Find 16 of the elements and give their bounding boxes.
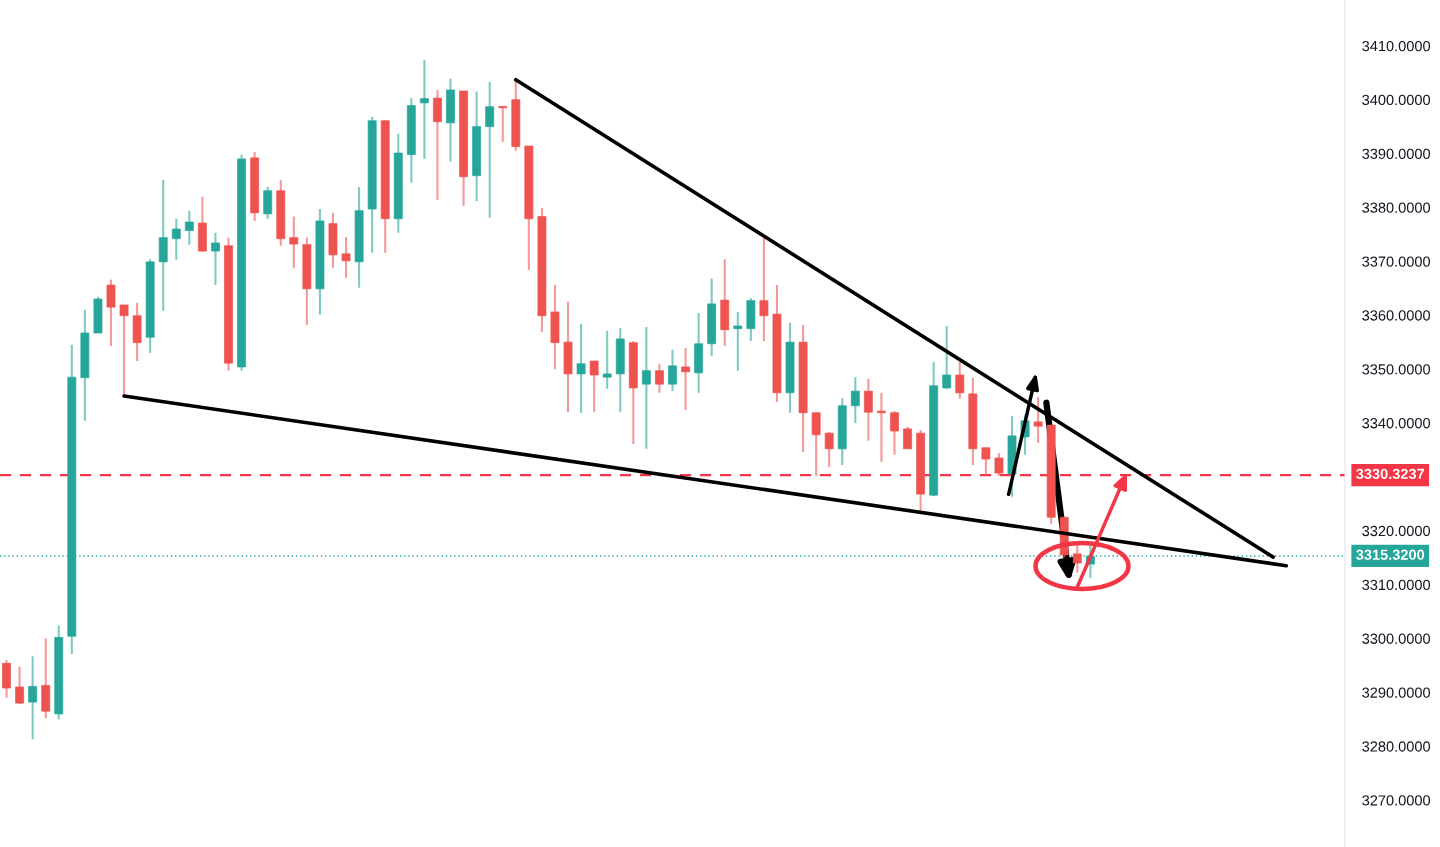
y-tick-label: 3280.0000 xyxy=(1362,741,1431,752)
y-tick-label: 3350.0000 xyxy=(1362,364,1431,375)
ref-line-label: 3330.3237 xyxy=(1356,468,1425,480)
y-tick-label: 3390.0000 xyxy=(1362,148,1431,159)
y-tick-label: 3340.0000 xyxy=(1362,418,1431,429)
y-tick-label: 3300.0000 xyxy=(1362,633,1431,644)
ref-line-label: 3315.3200 xyxy=(1356,549,1425,560)
y-tick-label: 3310.0000 xyxy=(1362,579,1431,591)
y-tick-label: 3360.0000 xyxy=(1362,310,1431,321)
y-tick-label: 3290.0000 xyxy=(1362,687,1431,698)
y-tick-label: 3270.0000 xyxy=(1362,795,1431,806)
y-tick-label: 3370.0000 xyxy=(1362,256,1431,267)
y-tick-label: 3380.0000 xyxy=(1362,202,1431,213)
y-tick-label: 3410.0000 xyxy=(1362,40,1431,52)
y-tick-label: 3320.0000 xyxy=(1362,525,1431,537)
y-tick-label: 3400.0000 xyxy=(1362,94,1431,106)
